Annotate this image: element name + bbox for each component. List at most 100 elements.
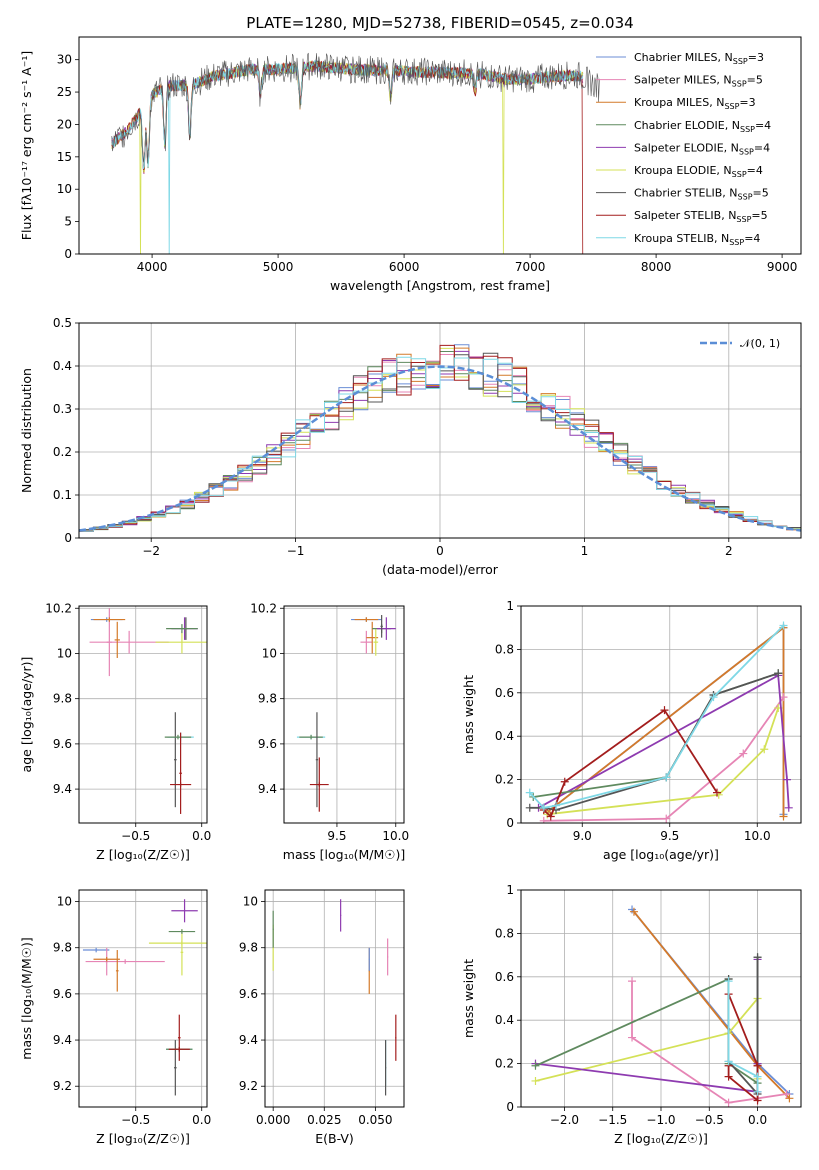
y-tick-label: 0.4 [495,729,514,743]
axes-frame [78,36,802,255]
weight-marker [539,816,548,823]
errorbar-point [93,617,126,622]
x-tick-label: 6000 [389,260,420,274]
gaussian-curve [79,365,801,532]
legend-label: Chabrier MILES, N [634,51,733,64]
legend-subscript: SSP [740,125,755,134]
weight-marker [739,749,748,758]
errorbar-point [299,734,323,740]
errorbar-point [315,712,319,808]
errorbar-point [171,899,198,923]
weight-marker [779,812,788,821]
axes-frame [520,605,802,824]
weight-marker [724,1072,733,1081]
y-tick-label: 1 [506,883,514,897]
legend-subscript: SSP [733,57,748,66]
y-tick-label: 0.8 [495,642,514,656]
x-tick-label: 1 [581,544,589,558]
legend-entry: Kroupa STELIB, NSSP=4 [634,232,760,247]
legend-entry: Chabrier MILES, NSSP=3 [634,51,764,66]
x-tick-label: −2.0 [550,1113,579,1127]
x-tick-label: 0.000 [256,1113,290,1127]
y-tick-label: 9.8 [53,941,72,955]
x-tick-label: 10.0 [382,829,409,843]
legend-entry: Salpeter ELODIE, NSSP=4 [634,141,770,156]
x-tick-label: 7000 [515,260,546,274]
y-tick-label: 9.8 [258,692,277,706]
legend-suffix: =4 [744,232,760,245]
x-tick-label: 9000 [767,260,798,274]
legend-suffix: =3 [739,96,755,109]
legend-suffix: =3 [748,51,764,64]
y-tick-label: 10 [243,895,258,909]
legend-label: Salpeter ELODIE, N [634,141,739,154]
y-tick-label: 9.4 [258,782,277,796]
x-axis-label: mass [log₁₀(M/M☉)] [283,847,405,862]
weight-series-group [525,621,793,823]
y-axis-label: age [log₁₀(age/yr)] [19,657,34,773]
legend-label: Kroupa ELODIE, N [634,164,732,177]
x-tick-label: 9.5 [660,829,679,843]
weight-marker [709,693,718,702]
weight-marker [783,775,791,784]
weight-marker [753,953,762,962]
legend-entry: Kroupa MILES, NSSP=3 [634,96,756,111]
axes-frame [78,605,208,824]
x-axis-label: Z [log₁₀(Z/Z☉)] [96,847,190,862]
y-tick-label: 20 [57,117,72,131]
y-axis-label: mass weight [461,959,476,1038]
y-tick-label: 30 [57,53,72,67]
errorbar-point [373,628,379,656]
y-axis-label: mass [log₁₀(M/M☉)] [19,937,34,1059]
age-vs-mass-panel: 9.5 10.0 9.4 9.6 9.8 10 10.2 mass [log₁₀(M/M☉)] [250,601,409,862]
x-axis-label: E(B-V) [315,1131,354,1146]
legend-label: Kroupa STELIB, N [634,232,729,245]
weight-marker [629,907,638,916]
legend-suffix: =5 [751,209,767,222]
errorbar-point [114,621,120,658]
x-tick-label: 0.025 [307,1113,341,1127]
errorbar-point [368,947,370,971]
legend-entry: Chabrier ELODIE, NSSP=4 [634,119,771,134]
y-tick-label: 9.2 [53,1079,72,1093]
errorbar-group [82,899,207,1096]
x-axis-label: (data-model)/error [382,562,499,577]
legend-suffix: =5 [753,187,769,200]
errorbar-point [179,732,182,814]
axes-frame [264,889,405,1108]
x-tick-label: 9.5 [327,829,346,843]
x-tick-label: −1.0 [646,1113,675,1127]
weight-marker [785,1094,794,1103]
errorbar-point [384,1040,387,1096]
weight-marker [753,1061,762,1070]
y-tick-label: 10 [57,182,72,196]
errorbar-point [166,624,198,634]
y-tick-label: 9.8 [239,941,258,955]
weight-marker [774,669,783,678]
legend-suffix: =4 [755,119,771,132]
histogram-kroupa_stelib [79,356,801,532]
y-tick-label: 0.2 [53,445,72,459]
errorbar-point [174,712,177,808]
x-tick-label: −1 [287,544,305,558]
axes-frame [283,605,405,824]
errorbar-point [360,630,373,654]
plots: 4000 5000 6000 7000 8000 9000051015202530wave… [19,36,802,1146]
weight-line-salpeter_elodie [538,673,790,809]
weight-marker [628,977,637,986]
errorbar-point [168,929,196,934]
errorbar-point [164,734,192,740]
legend-subscript: SSP [738,193,753,202]
x-tick-label: −0.5 [695,1113,724,1127]
legend-label: Salpeter STELIB, N [634,209,736,222]
errorbar-point [272,910,274,948]
errorbar-point [318,757,321,812]
y-tick-label: 0.4 [495,1013,514,1027]
weight-marker [753,1087,762,1096]
weight-marker [552,801,560,810]
weight-marker [724,977,733,986]
y-tick-label: 10.2 [250,601,277,615]
mass-vs-ebv-panel: 0.000 0.025 0.050 9.2 9.4 9.6 9.8 10 E(B-V) [239,889,405,1146]
errorbar-point [380,615,383,638]
y-tick-label: 0.2 [495,1057,514,1071]
